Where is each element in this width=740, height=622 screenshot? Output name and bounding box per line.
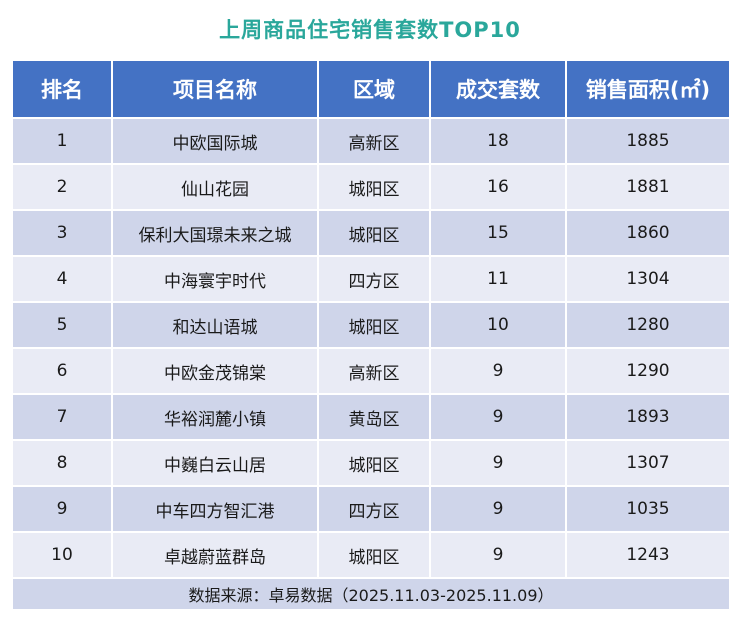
- cell-district: 四方区: [317, 255, 431, 302]
- cell-project-name: 和达山语城: [111, 301, 319, 348]
- cell-sales-area: 1304: [565, 255, 731, 302]
- cell-project-name: 卓越蔚蓝群岛: [111, 531, 319, 578]
- cell-sales-area: 1280: [565, 301, 731, 348]
- cell-district: 四方区: [317, 485, 431, 532]
- cell-rank: 9: [11, 485, 113, 532]
- cell-district: 高新区: [317, 347, 431, 394]
- cell-units-sold: 15: [429, 209, 567, 256]
- cell-project-name: 华裕润麓小镇: [111, 393, 319, 440]
- cell-units-sold: 18: [429, 117, 567, 164]
- cell-district: 高新区: [317, 117, 431, 164]
- table-row: 10 卓越蔚蓝群岛 城阳区 9 1243: [11, 531, 731, 578]
- cell-sales-area: 1893: [565, 393, 731, 440]
- chart-title: 上周商品住宅销售套数TOP10: [219, 18, 521, 42]
- cell-district: 城阳区: [317, 163, 431, 210]
- cell-sales-area: 1860: [565, 209, 731, 256]
- cell-sales-area: 1243: [565, 531, 731, 578]
- cell-project-name: 中巍白云山居: [111, 439, 319, 486]
- table-row: 8 中巍白云山居 城阳区 9 1307: [11, 439, 731, 486]
- table-row: 6 中欧金茂锦棠 高新区 9 1290: [11, 347, 731, 394]
- cell-rank: 8: [11, 439, 113, 486]
- ranking-table: 排名 项目名称 区域 成交套数 销售面积(㎡) 1 中欧国际城 高新区 18 1885 2…: [11, 61, 731, 609]
- header-district: 区域: [317, 61, 431, 118]
- cell-sales-area: 1290: [565, 347, 731, 394]
- source-note: 数据来源：卓易数据（2025.11.03-2025.11.09）: [11, 577, 731, 609]
- cell-district: 城阳区: [317, 209, 431, 256]
- cell-sales-area: 1885: [565, 117, 731, 164]
- table-row: 5 和达山语城 城阳区 10 1280: [11, 301, 731, 348]
- cell-rank: 4: [11, 255, 113, 302]
- cell-rank: 7: [11, 393, 113, 440]
- header-rank: 排名: [11, 61, 113, 118]
- header-units-sold: 成交套数: [429, 61, 567, 118]
- cell-district: 城阳区: [317, 439, 431, 486]
- table-row: 4 中海寰宇时代 四方区 11 1304: [11, 255, 731, 302]
- cell-units-sold: 9: [429, 393, 567, 440]
- cell-project-name: 中欧国际城: [111, 117, 319, 164]
- cell-units-sold: 10: [429, 301, 567, 348]
- table-row: 1 中欧国际城 高新区 18 1885: [11, 117, 731, 164]
- cell-units-sold: 9: [429, 439, 567, 486]
- cell-project-name: 中欧金茂锦棠: [111, 347, 319, 394]
- cell-district: 城阳区: [317, 301, 431, 348]
- cell-district: 城阳区: [317, 531, 431, 578]
- table-body: 1 中欧国际城 高新区 18 1885 2 仙山花园 城阳区 16 1881 3 保利大国璟未来之城城…: [11, 117, 731, 578]
- header-project-name: 项目名称: [111, 61, 319, 118]
- source-row: 数据来源：卓易数据（2025.11.03-2025.11.09）: [11, 577, 731, 609]
- table-row: 2 仙山花园 城阳区 16 1881: [11, 163, 731, 210]
- header-sales-area: 销售面积(㎡): [565, 61, 731, 118]
- table-row: 3 保利大国璟未来之城 城阳区 15 1860: [11, 209, 731, 256]
- cell-sales-area: 1035: [565, 485, 731, 532]
- cell-sales-area: 1881: [565, 163, 731, 210]
- cell-project-name: 保利大国璟未来之城: [111, 209, 319, 256]
- cell-rank: 2: [11, 163, 113, 210]
- cell-rank: 3: [11, 209, 113, 256]
- table-row: 7 华裕润麓小镇 黄岛区 9 1893: [11, 393, 731, 440]
- cell-project-name: 中海寰宇时代: [111, 255, 319, 302]
- cell-units-sold: 11: [429, 255, 567, 302]
- cell-units-sold: 9: [429, 347, 567, 394]
- table-row: 9 中车四方智汇港 四方区 9 1035: [11, 485, 731, 532]
- cell-units-sold: 16: [429, 163, 567, 210]
- cell-project-name: 中车四方智汇港: [111, 485, 319, 532]
- cell-units-sold: 9: [429, 485, 567, 532]
- cell-sales-area: 1307: [565, 439, 731, 486]
- cell-units-sold: 9: [429, 531, 567, 578]
- table-header-row: 排名 项目名称 区域 成交套数 销售面积(㎡): [11, 61, 731, 118]
- cell-rank: 6: [11, 347, 113, 394]
- cell-rank: 5: [11, 301, 113, 348]
- cell-project-name: 仙山花园: [111, 163, 319, 210]
- cell-district: 黄岛区: [317, 393, 431, 440]
- cell-rank: 10: [11, 531, 113, 578]
- cell-rank: 1: [11, 117, 113, 164]
